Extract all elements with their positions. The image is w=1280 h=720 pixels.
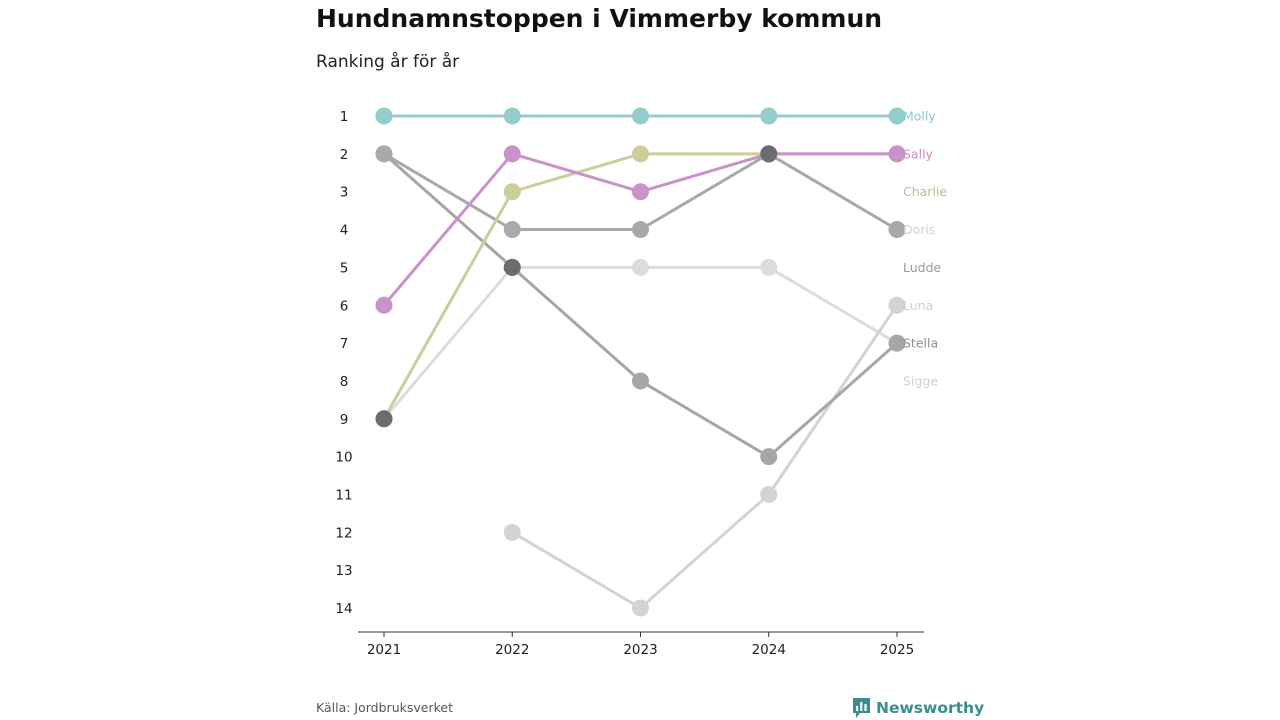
y-tick-label: 11 xyxy=(335,488,352,504)
y-tick-label: 10 xyxy=(335,450,352,466)
series-label-stella: Stella xyxy=(903,336,938,351)
x-tick-label: 2025 xyxy=(880,642,914,658)
data-point-molly[interactable] xyxy=(632,107,649,125)
y-tick-label: 5 xyxy=(340,260,349,276)
y-tick-label: 12 xyxy=(335,525,352,541)
y-tick-label: 7 xyxy=(340,336,349,352)
data-point-charlie[interactable] xyxy=(632,145,649,163)
series-line-luna xyxy=(511,304,899,610)
series-end-labels: Sigge Luna Doris Ludde Stella Charlie Sally Mol… xyxy=(903,109,947,389)
y-tick-label: 8 xyxy=(340,374,349,390)
x-tick-label: 2022 xyxy=(495,642,529,658)
series-label-molly: Molly xyxy=(903,109,936,124)
data-point-luna[interactable] xyxy=(760,486,778,503)
y-tick-label: 4 xyxy=(340,223,349,239)
series-label-sigge: Sigge xyxy=(903,373,938,388)
x-tick-label: 2023 xyxy=(623,642,657,658)
series-points xyxy=(375,107,906,617)
brand-name: Newsworthy xyxy=(876,699,985,717)
data-point-sigge[interactable] xyxy=(632,258,649,276)
data-point-sigge[interactable] xyxy=(760,258,778,276)
x-axis-ticks: 2021 2022 2023 2024 2025 xyxy=(367,632,914,658)
brand-logo[interactable]: Newsworthy xyxy=(852,697,984,719)
data-point-luna[interactable] xyxy=(888,296,906,314)
overlap-point[interactable] xyxy=(760,145,778,163)
data-point-ludde[interactable] xyxy=(760,448,778,466)
series-label-sally: Sally xyxy=(903,146,934,161)
data-point-molly[interactable] xyxy=(375,107,393,125)
y-tick-label: 2 xyxy=(340,147,349,163)
y-tick-label: 14 xyxy=(335,601,352,617)
data-point-sally[interactable] xyxy=(375,296,393,314)
data-point-ludde[interactable] xyxy=(888,334,906,352)
data-point-stella[interactable] xyxy=(632,221,649,239)
data-point-sally[interactable] xyxy=(503,145,521,163)
data-point-molly[interactable] xyxy=(503,107,521,125)
chart-subtitle: Ranking år för år xyxy=(316,52,460,72)
y-tick-label: 1 xyxy=(340,109,349,125)
data-point-charlie[interactable] xyxy=(503,183,521,201)
series-label-luna: Luna xyxy=(903,298,933,313)
y-tick-label: 9 xyxy=(340,412,349,428)
y-tick-label: 6 xyxy=(340,298,349,314)
series-label-charlie: Charlie xyxy=(903,184,947,199)
series-label-ludde: Ludde xyxy=(903,260,942,275)
source-note: Källa: Jordbruksverket xyxy=(316,700,453,715)
data-point-stella[interactable] xyxy=(375,145,393,163)
data-point-sally[interactable] xyxy=(632,183,649,201)
data-point-molly[interactable] xyxy=(760,107,778,125)
series-label-doris: Doris xyxy=(903,222,935,237)
data-point-sally[interactable] xyxy=(888,145,906,163)
data-point-stella[interactable] xyxy=(888,221,906,239)
y-tick-label: 13 xyxy=(335,563,352,579)
chart-title: Hundnamnstoppen i Vimmerby kommun xyxy=(316,4,883,33)
data-point-ludde[interactable] xyxy=(632,372,649,390)
data-point-luna[interactable] xyxy=(503,523,521,541)
overlap-point[interactable] xyxy=(375,410,393,428)
overlap-point[interactable] xyxy=(503,258,521,276)
y-tick-label: 3 xyxy=(340,185,349,201)
data-point-luna[interactable] xyxy=(632,599,649,617)
data-point-stella[interactable] xyxy=(503,221,521,239)
newsworthy-logo-icon xyxy=(853,698,870,718)
x-tick-label: 2021 xyxy=(367,642,401,658)
series-line-sigge xyxy=(382,265,898,420)
x-tick-label: 2024 xyxy=(752,642,786,658)
data-point-molly[interactable] xyxy=(888,107,906,125)
